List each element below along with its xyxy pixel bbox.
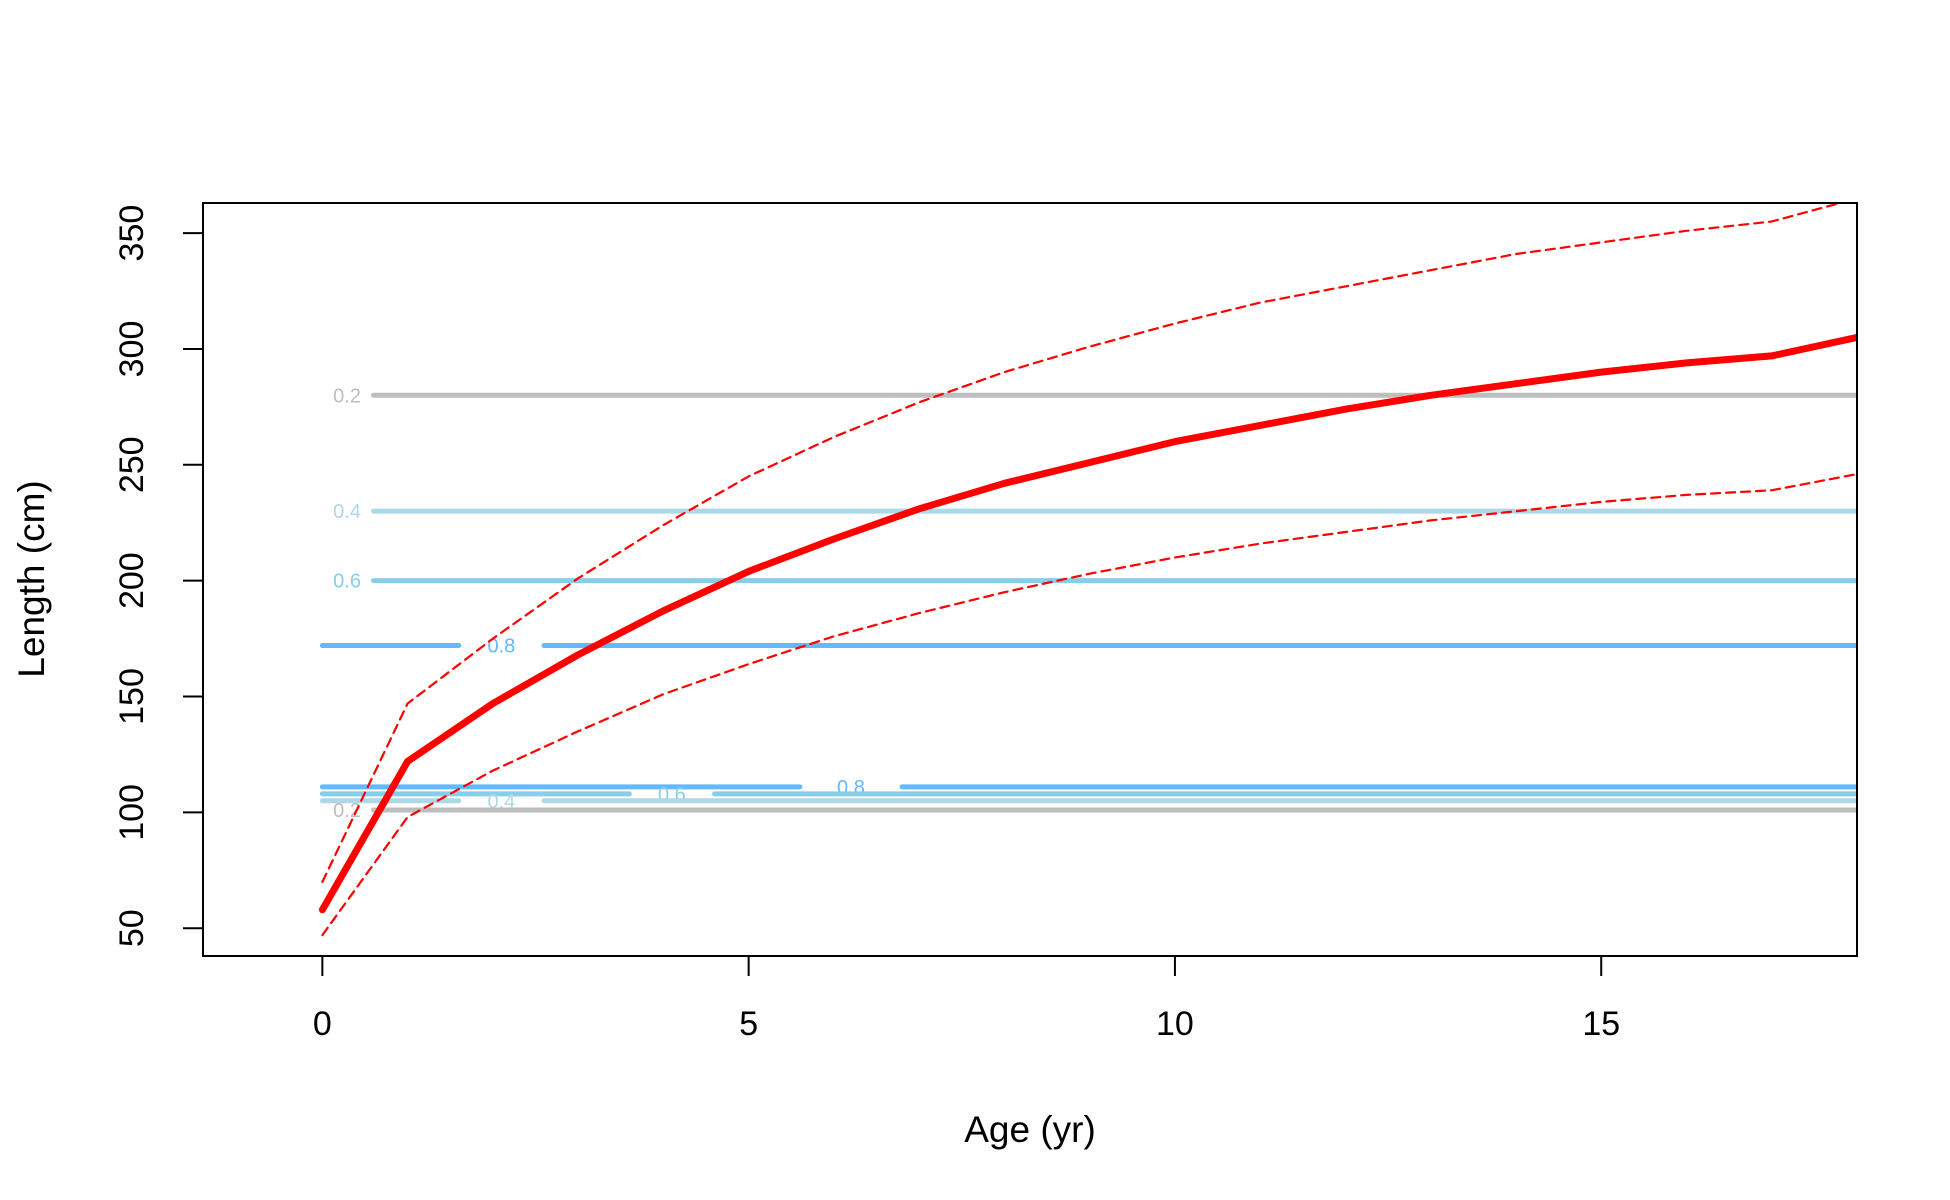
contour-label-0-4: 0.4 [333, 501, 361, 523]
x-tick-label: 0 [313, 1005, 332, 1043]
upper-interval-line [321, 203, 1845, 884]
x-tick-label: 5 [739, 1005, 758, 1043]
x-tick-label: 10 [1156, 1005, 1194, 1043]
contour-label-0-4: 0.4 [487, 791, 515, 813]
contour-label-0-2: 0.2 [333, 800, 361, 822]
y-tick-label: 250 [113, 436, 151, 493]
contour-label-0-6: 0.6 [333, 571, 361, 593]
x-axis: 0 5 10 15 [313, 955, 1620, 1043]
y-tick-label: 50 [113, 909, 151, 947]
y-tick-label: 200 [113, 552, 151, 609]
mean-line [318, 333, 1857, 914]
y-tick-label: 300 [113, 321, 151, 378]
lower-interval-line [321, 473, 1857, 937]
contour-label-0-2: 0.2 [333, 385, 361, 407]
x-axis-title: Age (yr) [964, 1109, 1096, 1150]
y-axis: 50 100 150 200 250 300 350 [113, 205, 204, 947]
x-tick-label: 15 [1582, 1005, 1620, 1043]
y-tick-label: 100 [113, 784, 151, 841]
y-axis-title: Length (cm) [11, 480, 52, 677]
y-tick-label: 150 [113, 668, 151, 725]
y-tick-label: 350 [113, 205, 151, 262]
contour-lines: 0.20.40.60.80.80.60.40.2 [319, 385, 1857, 822]
series-lines [318, 203, 1857, 937]
contour-label-0-8: 0.8 [487, 636, 515, 658]
